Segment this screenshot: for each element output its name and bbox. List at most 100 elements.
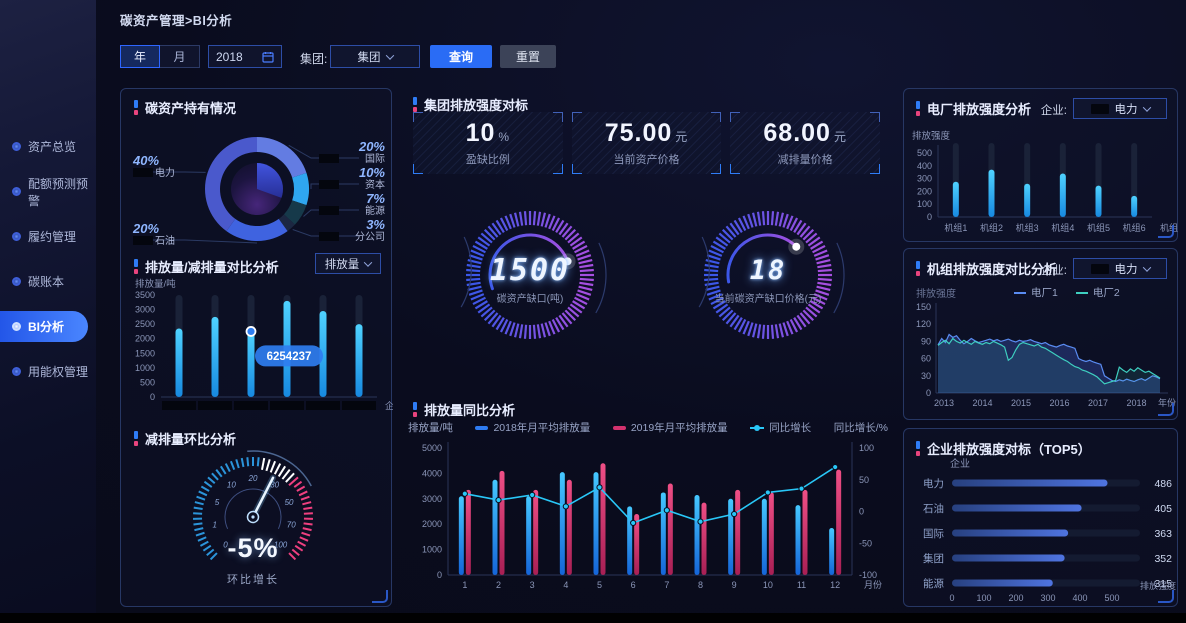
unit-enterprise-select[interactable]: 电力 [1073, 258, 1167, 279]
holdings-panel-title: 碳资产持有情况 [134, 98, 236, 117]
svg-text:月份: 月份 [864, 579, 882, 590]
sidebar-item-2[interactable]: 履约管理 [0, 214, 96, 259]
svg-text:400: 400 [1072, 593, 1087, 603]
sidebar-item-0[interactable]: 资产总览 [0, 124, 96, 169]
svg-text:10: 10 [763, 580, 773, 590]
svg-text:机组1: 机组1 [944, 222, 967, 233]
menu-bullet-icon [12, 142, 21, 151]
svg-text:能源: 能源 [365, 204, 385, 217]
calendar-icon [262, 51, 274, 63]
svg-text:300: 300 [1040, 593, 1055, 603]
breadcrumb: 碳资产管理>BI分析 [120, 14, 233, 28]
emission-type-select[interactable]: 排放量 [315, 253, 381, 274]
plant-intensity-bar-chart[interactable]: 排放强度 0 100 200 300 400 500 机组1 机组2 机组3 机组4 机组5 机组6 机组 [904, 125, 1179, 241]
svg-text:0: 0 [437, 570, 442, 580]
svg-text:1000: 1000 [422, 545, 442, 555]
stat-unit: 元 [833, 130, 847, 144]
emission-type-value: 排放量 [324, 258, 360, 271]
enterprise-filter-label: 企业: [1040, 105, 1067, 117]
legend-2018[interactable]: 2018年月平均排放量 [475, 420, 590, 435]
title-marker-icon [916, 261, 920, 276]
query-button[interactable]: 查询 [430, 45, 492, 68]
redacted-text [1090, 263, 1109, 274]
title-marker-icon [916, 101, 920, 116]
mom-gauge-value: -5% [227, 533, 279, 563]
svg-text:2000: 2000 [422, 519, 442, 529]
mom-gauge-chart[interactable]: 0 1 5 10 20 30 50 70 100 [121, 445, 393, 605]
chevron-down-icon [364, 257, 373, 267]
menu-bullet-icon [12, 187, 21, 196]
sidebar-item-4[interactable]: BI分析 [0, 304, 96, 349]
svg-text:120: 120 [916, 319, 931, 329]
corner-decoration-icon [571, 112, 582, 122]
reset-button[interactable]: 重置 [500, 45, 556, 68]
bottom-strip [0, 613, 1186, 623]
svg-text:486: 486 [1154, 478, 1172, 490]
menu-bullet-icon [12, 322, 21, 331]
svg-text:3000: 3000 [135, 305, 155, 315]
enterprise-filter-label: 企业: [1040, 265, 1067, 277]
stat-cards: 10% 盈缺比例 75.00 元 当前资产价格 68.00 元 减排量价格 [413, 112, 881, 174]
stat-card-asset-price: 75.00 元 当前资产价格 [571, 112, 722, 174]
sidebar-item-5[interactable]: 用能权管理 [0, 349, 96, 394]
svg-text:机组2: 机组2 [980, 222, 1003, 233]
plant-enterprise-select[interactable]: 电力 [1073, 98, 1167, 119]
svg-text:3500: 3500 [135, 290, 155, 300]
svg-text:机组6: 机组6 [1123, 222, 1146, 233]
corner-decoration-icon [413, 112, 423, 122]
svg-text:5: 5 [597, 580, 602, 590]
group-filter-label: 集团: [300, 52, 328, 66]
legend-2019[interactable]: 2019年月平均排放量 [612, 420, 728, 435]
sidebar-item-3[interactable]: 碳账本 [0, 259, 96, 304]
legend-growth[interactable]: 同比增长 [750, 420, 811, 435]
svg-text:排放强度: 排放强度 [1140, 580, 1176, 591]
unit-panel-title: 机组排放强度对比分析 [916, 259, 1057, 278]
chevron-down-icon [385, 50, 394, 60]
svg-text:100: 100 [917, 199, 932, 209]
svg-text:1000: 1000 [135, 363, 155, 373]
svg-text:排放强度: 排放强度 [912, 130, 951, 142]
emission-compare-bar-chart[interactable]: 排放量/吨 0 500 1000 1500 2000 2500 3000 3500 企业 62542… [121, 275, 393, 423]
svg-text:国际: 国际 [923, 528, 944, 540]
legend-plant2[interactable]: 电厂2 [1075, 285, 1120, 300]
svg-text:352: 352 [1154, 553, 1172, 565]
svg-text:12: 12 [830, 580, 840, 590]
sidebar-item-1[interactable]: 配额预测预警 [0, 169, 96, 214]
yoy-left-axis-label: 排放量/吨 [408, 422, 453, 434]
sidebar: 资产总览 配额预测预警 履约管理 碳账本 BI分析 用能权管理 [0, 0, 96, 613]
corner-decoration-icon [730, 164, 741, 174]
svg-text:石油: 石油 [155, 234, 175, 247]
top5-panel-title: 企业排放强度对标（TOP5） [916, 439, 1091, 458]
svg-text:电力: 电力 [923, 477, 944, 490]
svg-text:集团: 集团 [923, 552, 944, 565]
svg-text:1: 1 [462, 580, 467, 590]
stat-value: 75.00 [604, 119, 673, 147]
legend-plant1[interactable]: 电厂1 [1014, 285, 1058, 300]
menu-bullet-icon [12, 367, 21, 376]
svg-text:60: 60 [921, 354, 931, 364]
svg-text:0: 0 [859, 507, 864, 517]
svg-text:6: 6 [631, 580, 636, 590]
month-toggle-button[interactable]: 月 [160, 45, 200, 68]
svg-text:排放量/吨: 排放量/吨 [135, 278, 176, 290]
group-select[interactable]: 集团 [330, 45, 420, 68]
svg-text:11: 11 [797, 580, 806, 590]
stat-card-reduction-price: 68.00 元 减排量价格 [730, 112, 881, 174]
date-input[interactable]: 2018 [208, 45, 282, 68]
svg-text:1: 1 [213, 521, 217, 530]
svg-text:500: 500 [917, 148, 932, 158]
left-panel: 碳资产持有情况 20% 国际 10% 资本 7% 能源 3% 分公司 20% 石油 40% 电力 排放… [120, 88, 393, 607]
gap-ring-gauges [460, 211, 845, 339]
svg-text:-50: -50 [859, 538, 872, 548]
title-marker-icon [134, 100, 138, 115]
svg-text:300: 300 [917, 174, 932, 184]
svg-text:分公司: 分公司 [355, 231, 385, 243]
svg-text:400: 400 [917, 161, 932, 171]
year-toggle-button[interactable]: 年 [120, 45, 160, 68]
svg-text:405: 405 [1154, 503, 1172, 515]
